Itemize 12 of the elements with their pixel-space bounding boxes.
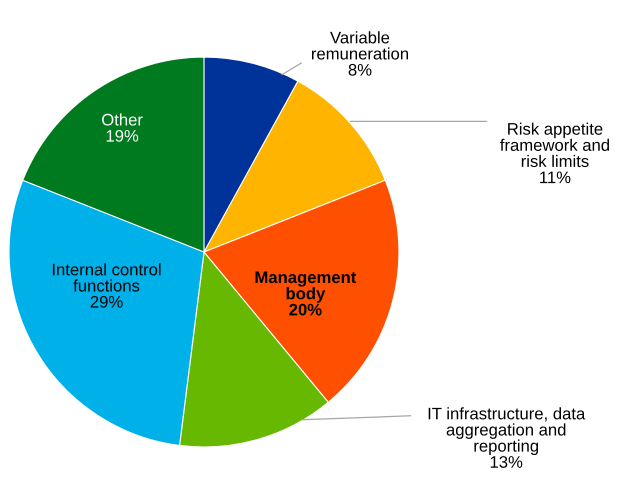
data-label: 11%	[540, 172, 570, 184]
data-label: 8%	[348, 64, 372, 76]
slice-label: Variable remuneration	[312, 31, 408, 60]
data-label: 29%	[90, 296, 123, 308]
slice-label: Management body	[256, 272, 356, 303]
slice-label: Other	[102, 113, 143, 126]
data-label: 19%	[106, 130, 138, 142]
slice-label: Risk appetite framework and risk limits	[500, 122, 609, 168]
slice-label: Internal control functions	[52, 263, 161, 292]
slice-label: IT infrastructure, data aggregation and reporting	[428, 407, 586, 456]
data-label: 13%	[490, 456, 522, 468]
data-label: 20%	[289, 304, 322, 316]
